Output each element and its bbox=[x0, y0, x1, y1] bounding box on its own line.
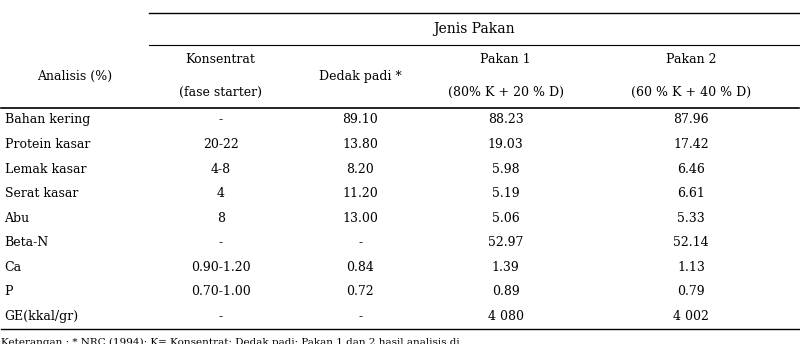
Text: 5.19: 5.19 bbox=[492, 187, 519, 200]
Text: (fase starter): (fase starter) bbox=[179, 86, 262, 99]
Text: Beta-N: Beta-N bbox=[5, 236, 49, 249]
Text: 1.39: 1.39 bbox=[492, 261, 519, 274]
Text: 17.42: 17.42 bbox=[673, 138, 709, 151]
Text: -: - bbox=[358, 236, 362, 249]
Text: 6.61: 6.61 bbox=[677, 187, 705, 200]
Text: Pakan 1: Pakan 1 bbox=[480, 53, 531, 66]
Text: Bahan kering: Bahan kering bbox=[5, 114, 90, 127]
Text: Lemak kasar: Lemak kasar bbox=[5, 163, 86, 176]
Text: -: - bbox=[358, 310, 362, 323]
Text: 4 002: 4 002 bbox=[673, 310, 709, 323]
Text: (60 % K + 40 % D): (60 % K + 40 % D) bbox=[631, 86, 751, 99]
Text: 0.70-1.00: 0.70-1.00 bbox=[190, 286, 250, 299]
Text: GE(kkal/gr): GE(kkal/gr) bbox=[5, 310, 78, 323]
Text: Abu: Abu bbox=[5, 212, 30, 225]
Text: P: P bbox=[5, 286, 13, 299]
Text: 13.00: 13.00 bbox=[342, 212, 378, 225]
Text: Jenis Pakan: Jenis Pakan bbox=[433, 22, 514, 36]
Text: 0.79: 0.79 bbox=[677, 286, 705, 299]
Text: 5.06: 5.06 bbox=[492, 212, 519, 225]
Text: Konsentrat: Konsentrat bbox=[186, 53, 255, 66]
Text: Ca: Ca bbox=[5, 261, 22, 274]
Text: 4 080: 4 080 bbox=[488, 310, 524, 323]
Text: Dedak padi *: Dedak padi * bbox=[318, 70, 402, 83]
Text: 52.97: 52.97 bbox=[488, 236, 523, 249]
Text: 0.84: 0.84 bbox=[346, 261, 374, 274]
Text: 89.10: 89.10 bbox=[342, 114, 378, 127]
Text: Pakan 2: Pakan 2 bbox=[666, 53, 716, 66]
Text: Keterangan : * NRC (1994); K= Konsentrat; Dedak padi; Pakan 1 dan 2 hasil analis: Keterangan : * NRC (1994); K= Konsentrat… bbox=[2, 338, 460, 344]
Text: 88.23: 88.23 bbox=[488, 114, 523, 127]
Text: 11.20: 11.20 bbox=[342, 187, 378, 200]
Text: 5.98: 5.98 bbox=[492, 163, 519, 176]
Text: -: - bbox=[218, 114, 222, 127]
Text: 6.46: 6.46 bbox=[677, 163, 705, 176]
Text: 52.14: 52.14 bbox=[673, 236, 709, 249]
Text: 8: 8 bbox=[217, 212, 225, 225]
Text: Analisis (%): Analisis (%) bbox=[38, 70, 113, 83]
Text: Protein kasar: Protein kasar bbox=[5, 138, 90, 151]
Text: 1.13: 1.13 bbox=[677, 261, 705, 274]
Text: 20-22: 20-22 bbox=[202, 138, 238, 151]
Text: 5.33: 5.33 bbox=[677, 212, 705, 225]
Text: 8.20: 8.20 bbox=[346, 163, 374, 176]
Text: Serat kasar: Serat kasar bbox=[5, 187, 78, 200]
Text: -: - bbox=[218, 310, 222, 323]
Text: (80% K + 20 % D): (80% K + 20 % D) bbox=[448, 86, 564, 99]
Text: 4-8: 4-8 bbox=[210, 163, 230, 176]
Text: 0.72: 0.72 bbox=[346, 286, 374, 299]
Text: 19.03: 19.03 bbox=[488, 138, 523, 151]
Text: -: - bbox=[218, 236, 222, 249]
Text: 0.90-1.20: 0.90-1.20 bbox=[191, 261, 250, 274]
Text: 0.89: 0.89 bbox=[492, 286, 519, 299]
Text: 4: 4 bbox=[217, 187, 225, 200]
Text: 87.96: 87.96 bbox=[673, 114, 709, 127]
Text: 13.80: 13.80 bbox=[342, 138, 378, 151]
